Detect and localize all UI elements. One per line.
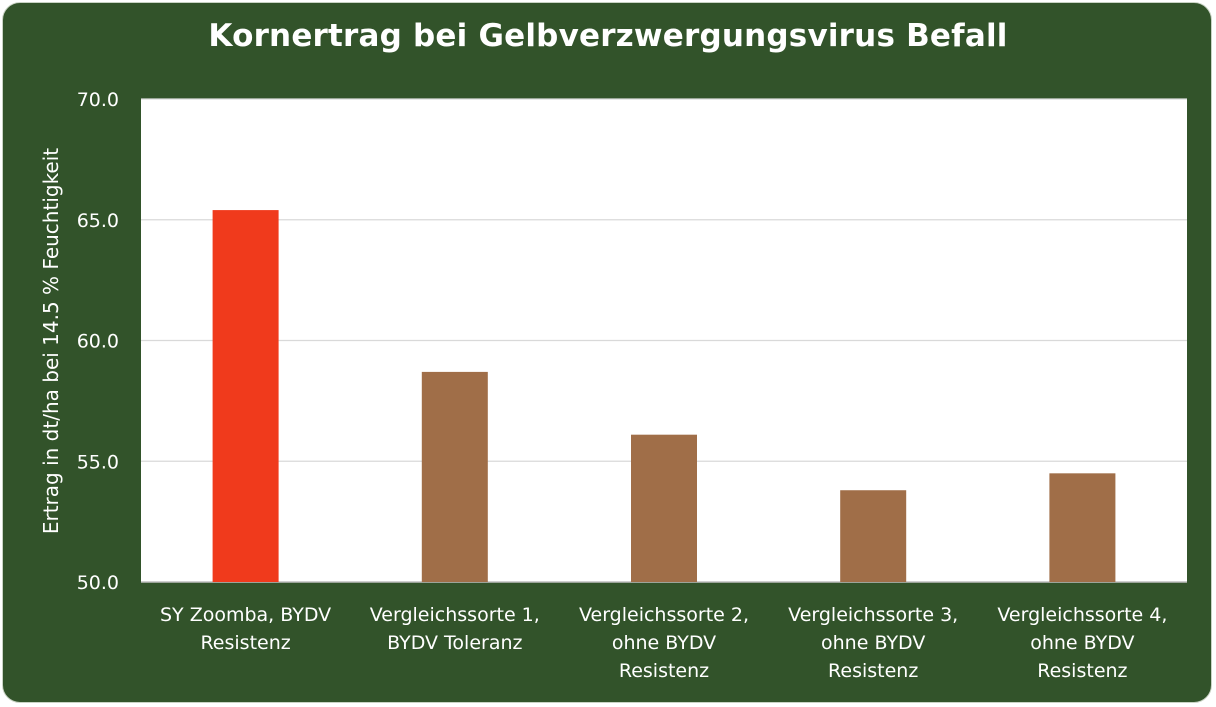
y-tick-label: 55.0 <box>77 451 119 473</box>
y-tick-label: 70.0 <box>77 89 119 111</box>
x-category-line: ohne BYDV <box>612 632 716 654</box>
x-category-label: Vergleichssorte 1, BYDV Toleranz <box>370 604 540 654</box>
x-category-label: Vergleichssorte 3, ohne BYDV Resistenz <box>788 604 958 682</box>
x-category-line: SY Zoomba, BYDV <box>160 604 331 626</box>
bar <box>840 490 907 582</box>
chart-title: Kornertrag bei Gelbverzwergungsvirus Bef… <box>208 18 1008 54</box>
bar <box>1049 473 1116 582</box>
x-category-line: Resistenz <box>828 660 918 682</box>
x-category-line: BYDV Toleranz <box>387 632 522 654</box>
y-tick-label: 65.0 <box>77 210 119 232</box>
x-categories: SY Zoomba, BYDV ResistenzVergleichssorte … <box>160 604 1167 682</box>
bar <box>421 371 488 582</box>
bar <box>212 210 279 582</box>
x-category-label: Vergleichssorte 2, ohne BYDV Resistenz <box>579 604 749 682</box>
x-category-label: SY Zoomba, BYDV Resistenz <box>160 604 331 654</box>
x-category-line: Vergleichssorte 4, <box>997 604 1167 626</box>
x-category-line: ohne BYDV <box>821 632 925 654</box>
y-tick-label: 60.0 <box>77 331 119 353</box>
x-category-line: Vergleichssorte 2, <box>579 604 749 626</box>
bars <box>212 210 1116 582</box>
x-category-line: Vergleichssorte 3, <box>788 604 958 626</box>
x-category-line: Vergleichssorte 1, <box>370 604 540 626</box>
y-ticks: 50.0 55.0 60.0 65.0 70.0 <box>77 89 119 594</box>
x-category-label: Vergleichssorte 4, ohne BYDV Resistenz <box>997 604 1167 682</box>
x-category-line: ohne BYDV <box>1030 632 1134 654</box>
x-category-line: Resistenz <box>619 660 709 682</box>
y-tick-label: 50.0 <box>77 572 119 594</box>
bar <box>631 434 697 582</box>
x-category-line: Resistenz <box>200 632 290 654</box>
x-category-line: Resistenz <box>1037 660 1127 682</box>
